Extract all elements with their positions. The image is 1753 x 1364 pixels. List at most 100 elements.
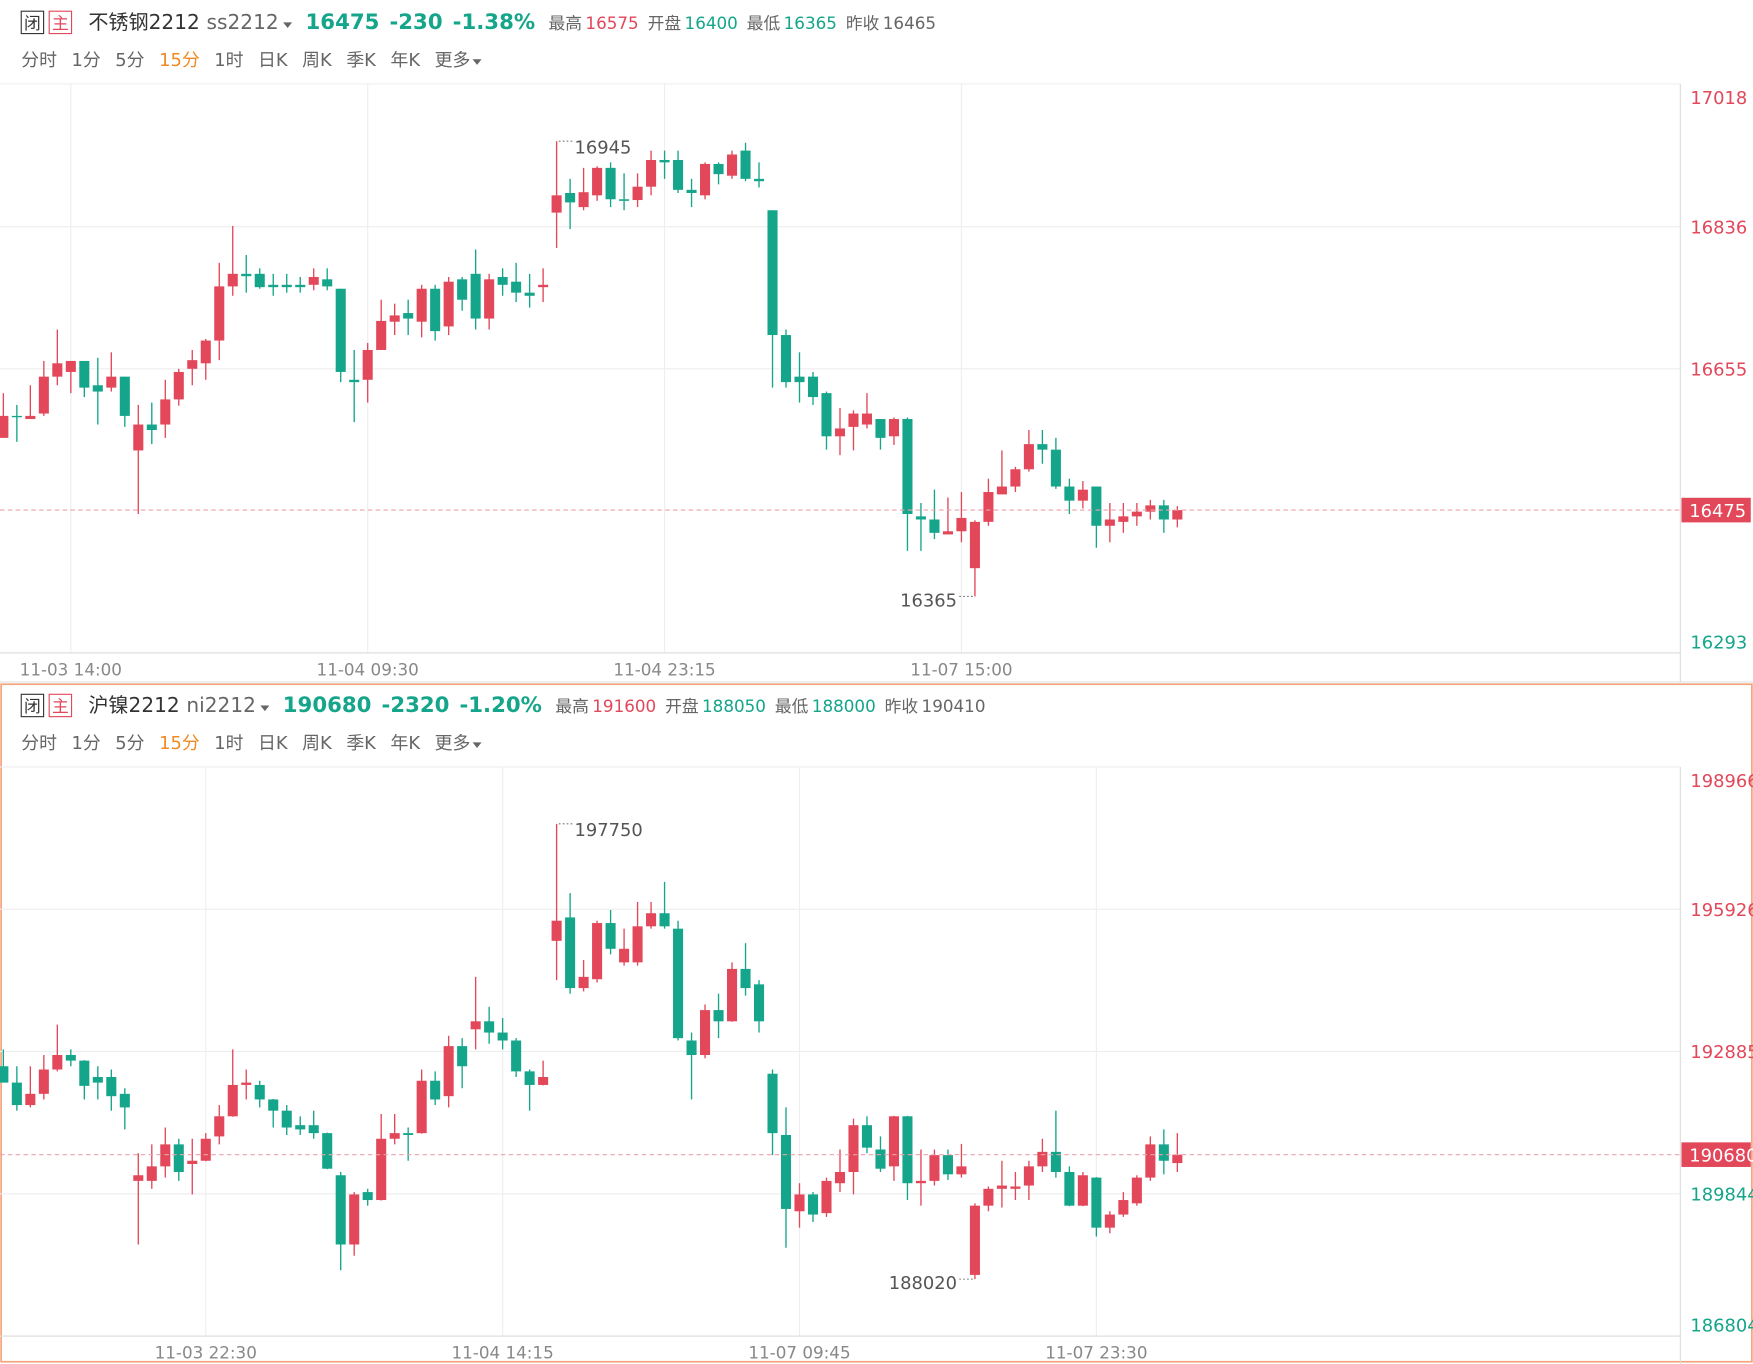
stat-label: 最高 <box>555 696 589 716</box>
interval-tab[interactable]: 年K <box>390 50 421 71</box>
interval-tab[interactable]: 5分 <box>115 50 144 71</box>
candle-body <box>659 160 670 163</box>
candle-body <box>713 1010 724 1022</box>
candle-body <box>632 926 643 963</box>
candle-body <box>160 1144 171 1167</box>
dropdown-caret <box>260 705 270 712</box>
interval-tab[interactable]: 周K <box>302 733 333 754</box>
interval-tab[interactable]: 季K <box>346 733 377 754</box>
candle-body <box>376 1138 387 1201</box>
candle-body <box>1077 1175 1088 1206</box>
candle-body <box>389 315 400 322</box>
candle-body <box>700 1010 711 1056</box>
interval-tab[interactable]: 分时 <box>21 50 57 71</box>
interval-tab[interactable]: 15分 <box>159 733 200 754</box>
badge-box <box>20 693 45 718</box>
candle-body <box>146 1166 157 1181</box>
candle-body <box>1077 489 1088 501</box>
candle-body <box>1091 486 1102 526</box>
candle-body <box>565 192 576 203</box>
candle-body <box>403 313 414 319</box>
candle-body <box>659 913 670 927</box>
candle-body <box>727 154 738 176</box>
candle-body <box>1145 505 1156 512</box>
candle-body <box>1037 444 1048 450</box>
candle-body <box>673 160 684 190</box>
candle-body <box>92 385 103 392</box>
candle-body <box>457 1046 468 1067</box>
candle-body <box>956 1166 967 1175</box>
candle-body <box>619 948 630 963</box>
low-annotation: 188020 <box>889 1273 957 1294</box>
candle-body <box>146 424 157 431</box>
candle-body <box>848 413 859 427</box>
y-tick-label: 17018 <box>1690 88 1747 109</box>
interval-tab[interactable]: 季K <box>346 50 377 71</box>
candle-body <box>619 199 630 201</box>
candle-body <box>1104 519 1115 526</box>
instrument-code[interactable]: ni2212 <box>186 693 256 717</box>
candle-body <box>25 415 36 420</box>
price-change: -2320 <box>382 693 450 718</box>
interval-tab[interactable]: 1分 <box>72 733 101 754</box>
interval-tab[interactable]: 年K <box>390 733 421 754</box>
candle-body <box>484 1021 495 1033</box>
candle-body <box>1172 510 1183 520</box>
interval-tab[interactable]: 1时 <box>214 733 243 754</box>
stat-value: 191600 <box>592 696 656 716</box>
candle-body <box>915 1180 926 1184</box>
interval-tab[interactable]: 日K <box>258 50 289 71</box>
candle-body <box>295 1125 306 1130</box>
dropdown-caret <box>283 22 293 28</box>
interval-tab[interactable]: 更多 <box>435 50 471 71</box>
candle-body <box>268 284 279 288</box>
candle-body <box>1118 516 1129 522</box>
candle-body <box>52 363 63 377</box>
candle-body <box>254 1084 265 1100</box>
interval-tab[interactable]: 日K <box>258 733 289 754</box>
candle-body <box>92 1076 103 1083</box>
badge: 闭 <box>24 696 41 716</box>
interval-tab[interactable]: 分时 <box>21 733 57 754</box>
stat-label: 昨收 <box>885 696 919 716</box>
interval-tab[interactable]: 5分 <box>115 733 144 754</box>
candle-body <box>349 379 360 383</box>
candle-body <box>322 279 333 287</box>
interval-tab[interactable]: 15分 <box>159 50 200 71</box>
candle-body <box>119 376 130 416</box>
candle-body <box>983 492 994 522</box>
candle-body <box>551 195 562 213</box>
active-panel-border <box>0 683 1753 1363</box>
y-tick-label: 192885 <box>1690 1042 1753 1063</box>
candle-body <box>362 349 373 380</box>
candle-body <box>457 279 468 300</box>
candle-body <box>821 1180 832 1214</box>
candle-body <box>1050 449 1061 487</box>
candle-body <box>133 1175 144 1181</box>
badge-box <box>48 10 73 35</box>
candle-body <box>1064 1171 1075 1206</box>
candle-body <box>241 273 252 277</box>
interval-tab[interactable]: 周K <box>302 50 333 71</box>
candle-body <box>106 376 117 388</box>
badge-box <box>48 693 73 718</box>
candle-body <box>79 1060 90 1086</box>
interval-tab[interactable]: 1分 <box>72 50 101 71</box>
candle-body <box>700 163 711 196</box>
interval-tab[interactable]: 1时 <box>214 50 243 71</box>
last-price-tag <box>1681 497 1751 523</box>
instrument-code[interactable]: ss2212 <box>207 10 279 34</box>
candle-body <box>187 360 198 369</box>
candle-body <box>740 150 751 179</box>
y-tick-label: 16293 <box>1690 632 1747 653</box>
high-annotation: 197750 <box>574 820 642 841</box>
candle-body <box>551 920 562 941</box>
candle-body <box>753 984 765 1022</box>
interval-tab[interactable]: 更多 <box>435 733 471 754</box>
last-price-label: 190680 <box>1689 1145 1753 1166</box>
candle-body <box>52 1055 63 1070</box>
stat-value: 188000 <box>812 696 876 716</box>
candle-body <box>0 415 9 438</box>
x-tick-label: 11-04 09:30 <box>317 659 419 679</box>
